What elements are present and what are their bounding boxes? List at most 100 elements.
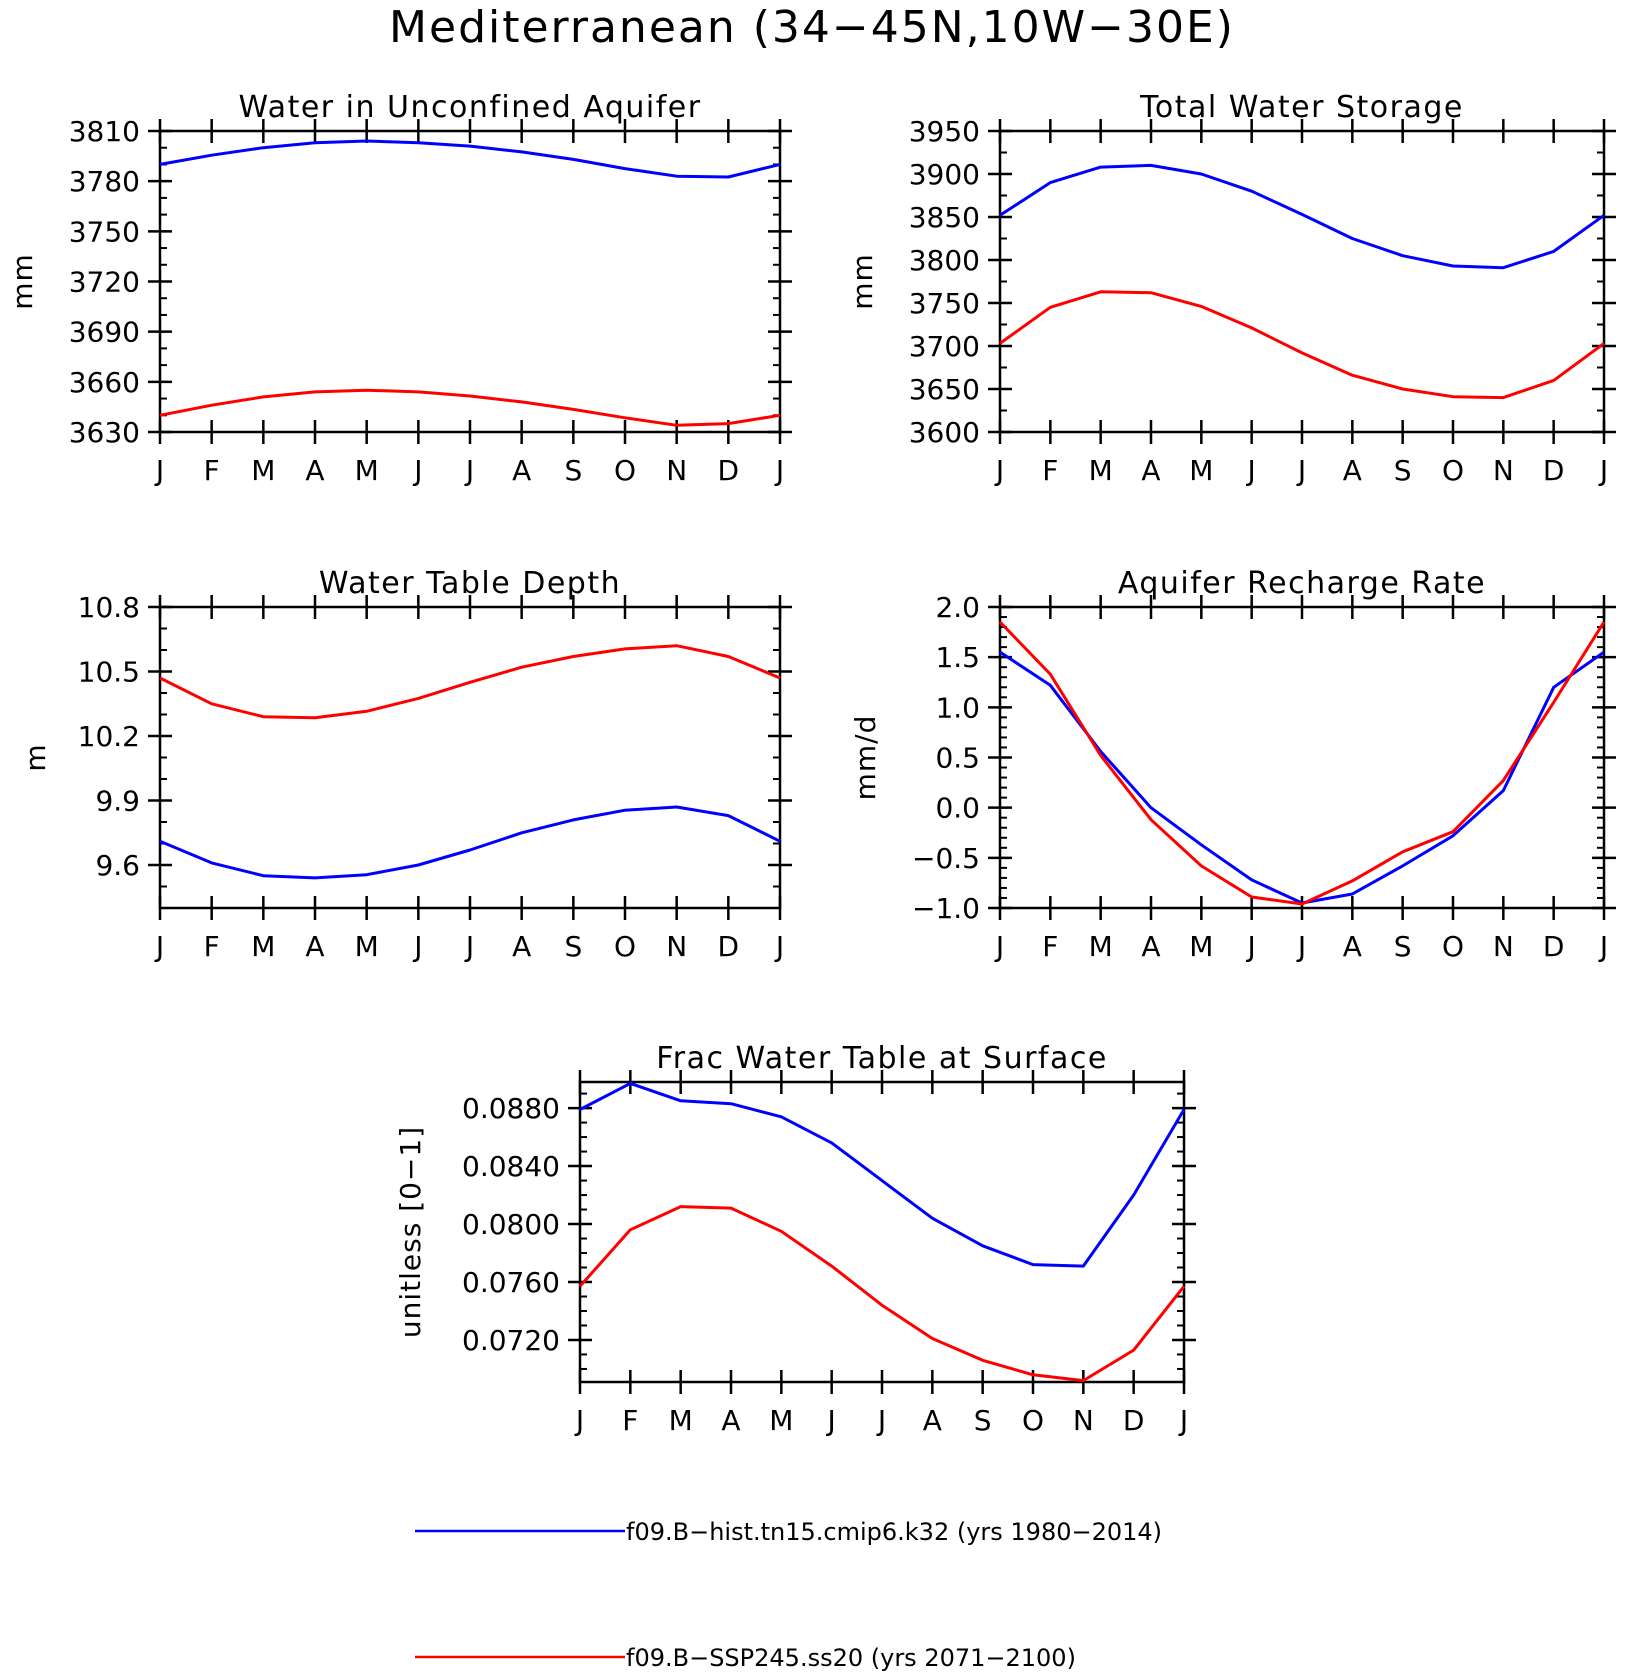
x-tick-label: A — [305, 930, 324, 963]
x-tick-label: F — [204, 454, 220, 487]
y-tick-label: 10.8 — [78, 591, 140, 624]
legend-label: f09.B−hist.tn15.cmip6.k32 (yrs 1980−2014… — [626, 1518, 1162, 1546]
x-tick-label: J — [994, 454, 1004, 487]
x-tick-label: M — [1089, 454, 1113, 487]
y-tick-label: −0.5 — [912, 842, 980, 875]
series-line-ssp245 — [998, 620, 1606, 906]
x-tick-label: O — [614, 930, 636, 963]
x-tick-label: M — [251, 454, 275, 487]
x-tick-label: J — [1246, 454, 1256, 487]
y-tick-label: 3650 — [909, 373, 980, 406]
x-tick-label: F — [204, 930, 220, 963]
x-tick-label: J — [574, 1404, 584, 1437]
y-tick-label: 0.0840 — [462, 1150, 560, 1183]
x-tick-label: J — [1246, 930, 1256, 963]
x-tick-label: J — [774, 930, 784, 963]
plot-frame — [578, 1080, 1186, 1384]
panels: Water in Unconfined Aquifermm38103780375… — [6, 90, 1616, 1437]
x-tick-label: S — [1394, 930, 1412, 963]
y-axis-label: unitless [0−1] — [394, 1126, 427, 1338]
y-tick-label: 3690 — [69, 316, 140, 349]
x-tick-label: S — [564, 454, 582, 487]
x-tick-label: N — [666, 454, 687, 487]
series-line-hist — [999, 163, 1605, 270]
x-tick-label: O — [1442, 454, 1464, 487]
y-tick-label: 3700 — [909, 330, 980, 363]
y-tick-label: 3750 — [909, 287, 980, 320]
x-tick-label: J — [1598, 454, 1608, 487]
y-tick-label: 3950 — [909, 115, 980, 148]
x-tick-label: J — [412, 454, 422, 487]
y-tick-label: 3780 — [69, 165, 140, 198]
x-tick-label: S — [564, 930, 582, 963]
series-line-hist — [579, 1081, 1186, 1268]
x-tick-label: A — [1343, 454, 1362, 487]
x-tick-label: A — [512, 930, 531, 963]
y-tick-label: 9.9 — [95, 785, 140, 818]
x-tick-label: D — [718, 454, 740, 487]
y-axis-label: mm — [6, 253, 39, 310]
x-tick-label: M — [669, 1404, 693, 1437]
y-tick-label: 3900 — [909, 158, 980, 191]
x-tick-label: J — [412, 930, 422, 963]
x-tick-label: M — [1089, 930, 1113, 963]
plot-frame — [998, 129, 1606, 434]
panel-total-water-storage: Total Water Storagemm3950390038503800375… — [846, 90, 1616, 487]
x-tick-label: A — [1141, 454, 1160, 487]
x-tick-label: N — [1493, 930, 1514, 963]
x-tick-label: S — [974, 1404, 992, 1437]
y-tick-label: 2.0 — [935, 591, 980, 624]
x-tick-label: N — [1073, 1404, 1094, 1437]
x-tick-label: J — [464, 930, 474, 963]
series-line-ssp245 — [999, 290, 1605, 400]
y-tick-label: 0.0760 — [462, 1266, 560, 1299]
legend-item: f09.B−SSP245.ss20 (yrs 2071−2100) — [415, 1644, 1076, 1672]
y-tick-label: 3630 — [69, 416, 140, 449]
x-tick-label: J — [154, 930, 164, 963]
y-tick-label: 0.0800 — [462, 1208, 560, 1241]
y-tick-label: 1.5 — [935, 641, 980, 674]
y-tick-label: 3750 — [69, 215, 140, 248]
x-tick-label: J — [1296, 454, 1306, 487]
legend-label: f09.B−SSP245.ss20 (yrs 2071−2100) — [626, 1644, 1076, 1672]
y-tick-label: −1.0 — [912, 892, 980, 925]
x-tick-label: A — [305, 454, 324, 487]
legend: f09.B−hist.tn15.cmip6.k32 (yrs 1980−2014… — [415, 1518, 1162, 1672]
series-line-hist — [159, 805, 781, 880]
y-tick-label: 0.0880 — [462, 1092, 560, 1125]
x-tick-label: M — [1189, 454, 1213, 487]
x-tick-label: F — [1042, 454, 1058, 487]
figure-title: Mediterranean (34−45N,10W−30E) — [389, 2, 1235, 53]
y-tick-label: 10.5 — [78, 656, 140, 689]
x-tick-label: J — [1178, 1404, 1188, 1437]
x-tick-label: J — [994, 930, 1004, 963]
x-tick-label: M — [769, 1404, 793, 1437]
y-tick-label: 3810 — [69, 115, 140, 148]
x-tick-label: N — [1493, 454, 1514, 487]
plot-frame — [998, 605, 1606, 910]
series-line-hist — [999, 650, 1605, 905]
x-tick-label: J — [826, 1404, 836, 1437]
y-tick-label: 0.0720 — [462, 1324, 560, 1357]
x-tick-label: A — [721, 1404, 740, 1437]
y-axis-label: mm/d — [849, 715, 882, 801]
plot-frame — [158, 605, 782, 910]
x-tick-label: J — [1598, 930, 1608, 963]
y-tick-label: 3850 — [909, 201, 980, 234]
x-tick-label: D — [1123, 1404, 1145, 1437]
x-tick-label: J — [876, 1404, 886, 1437]
series-line-hist — [159, 139, 781, 179]
y-tick-label: 1.0 — [935, 691, 980, 724]
series-line-ssp245 — [159, 644, 781, 720]
x-tick-label: S — [1394, 454, 1412, 487]
y-axis-label: m — [19, 743, 52, 771]
series-line-ssp245 — [159, 388, 781, 427]
x-tick-label: M — [355, 454, 379, 487]
x-tick-label: O — [1442, 930, 1464, 963]
x-tick-label: M — [251, 930, 275, 963]
x-tick-label: D — [718, 930, 740, 963]
x-tick-label: F — [1042, 930, 1058, 963]
legend-item: f09.B−hist.tn15.cmip6.k32 (yrs 1980−2014… — [415, 1518, 1162, 1546]
y-axis-label: mm — [846, 253, 879, 310]
